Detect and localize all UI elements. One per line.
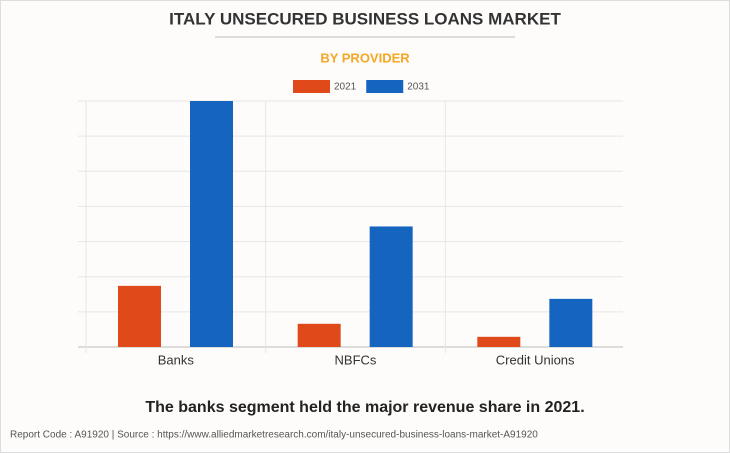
- legend-swatch: [293, 80, 330, 93]
- chart-title: ITALY UNSECURED BUSINESS LOANS MARKET: [169, 9, 561, 28]
- bar: [297, 323, 341, 347]
- bar: [118, 285, 161, 347]
- source: Report Code : A91920 | Source : https://…: [10, 430, 538, 441]
- legend-label: 2021: [334, 82, 357, 93]
- bar: [549, 298, 593, 347]
- x-tick-label: Credit Unions: [496, 352, 575, 367]
- x-tick-label: Banks: [158, 352, 195, 367]
- bar: [190, 101, 233, 347]
- legend-swatch: [366, 80, 404, 93]
- bar: [477, 336, 521, 347]
- summary: The banks segment held the major revenue…: [145, 399, 584, 416]
- bar: [369, 226, 413, 347]
- x-tick-label: NBFCs: [335, 352, 377, 367]
- legend-label: 2031: [407, 82, 430, 93]
- chart-subtitle: BY PROVIDER: [320, 50, 410, 65]
